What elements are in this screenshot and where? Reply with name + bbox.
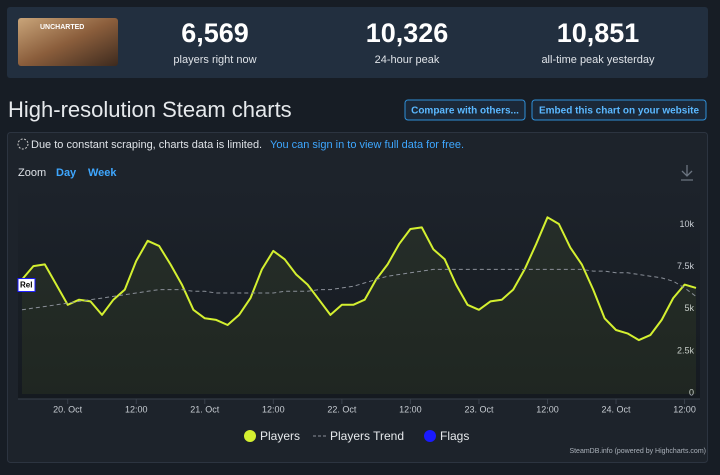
players-area [22, 217, 696, 394]
thumbnail-text: UNCHARTED [40, 24, 84, 31]
legend-marker [244, 430, 256, 442]
button-label[interactable]: Compare with others... [411, 106, 519, 117]
x-tick-label: 24. Oct [602, 404, 632, 414]
stat-value: 10,851 [557, 18, 640, 48]
x-tick-label: 12:00 [262, 404, 285, 414]
x-tick-label: 12:00 [673, 404, 696, 414]
x-tick-label: 20. Oct [53, 404, 83, 414]
zoom-label: Zoom [18, 167, 46, 179]
notice-text: Due to constant scraping, charts data is… [31, 139, 262, 151]
trend-line [21, 268, 697, 311]
flag-label: Rel [20, 281, 32, 290]
x-tick-label: 23. Oct [464, 404, 494, 414]
x-tick-label: 12:00 [125, 404, 148, 414]
credits: SteamDB.info (powered by Highcharts.com) [569, 448, 706, 455]
plot-area [18, 186, 700, 399]
y-tick-label: 7.5k [677, 261, 695, 271]
legend-marker [424, 430, 436, 442]
stat-label: all-time peak yesterday [541, 54, 655, 66]
zoom-option[interactable]: Week [88, 167, 117, 179]
page-title: High-resolution Steam charts [8, 97, 292, 122]
x-tick-label: 12:00 [399, 404, 422, 414]
x-tick-label: 22. Oct [327, 404, 357, 414]
header-panel [7, 7, 708, 78]
game-thumbnail[interactable] [18, 18, 118, 66]
button-label[interactable]: Embed this chart on your website [539, 106, 699, 117]
legend-label[interactable]: Players [260, 429, 300, 443]
loading-icon [17, 138, 29, 150]
x-tick-label: 12:00 [536, 404, 559, 414]
stat-label: players right now [173, 54, 256, 66]
y-tick-label: 10k [679, 219, 694, 229]
x-tick-label: 21. Oct [190, 404, 220, 414]
zoom-option[interactable]: Day [56, 167, 77, 179]
download-icon[interactable] [681, 165, 693, 181]
sign-in-link[interactable]: You can sign in to view full data for fr… [270, 139, 464, 151]
embed-button[interactable]: Embed this chart on your website [531, 99, 707, 121]
legend-label[interactable]: Players Trend [330, 429, 404, 443]
stat-label: 24-hour peak [375, 54, 440, 66]
compare-button[interactable]: Compare with others... [404, 99, 526, 121]
y-tick-label: 5k [684, 303, 694, 313]
flag [17, 278, 36, 293]
y-tick-label: 2.5k [677, 345, 695, 355]
legend-label[interactable]: Flags [440, 429, 469, 443]
stat-value: 6,569 [181, 18, 249, 48]
players-line [21, 216, 697, 342]
y-tick-label: 0 [689, 387, 694, 397]
stat-value: 10,326 [366, 18, 449, 48]
